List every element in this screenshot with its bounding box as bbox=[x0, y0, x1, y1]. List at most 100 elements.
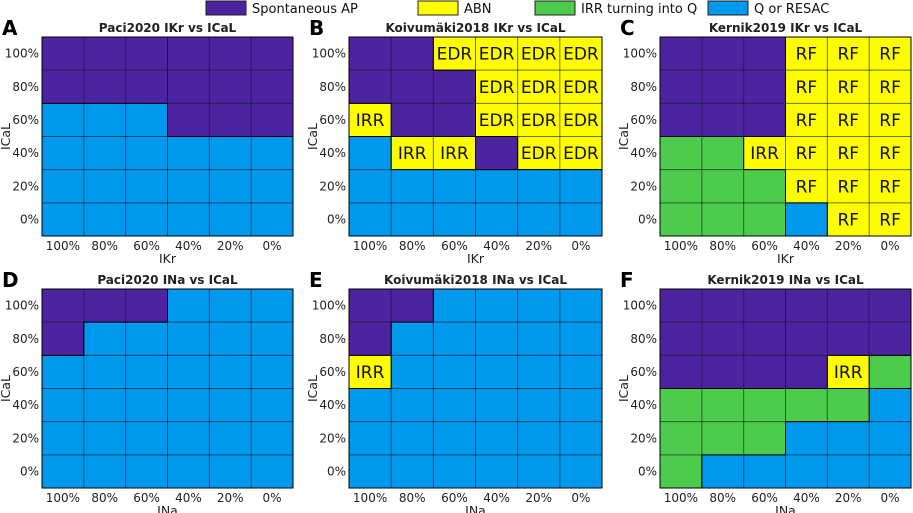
cell-r2-c3 bbox=[475, 355, 518, 389]
y-axis-label: ICaL bbox=[305, 375, 320, 402]
y-tick-label: 100% bbox=[623, 47, 657, 61]
y-tick-label: 60% bbox=[319, 113, 346, 127]
x-axis-label: INa bbox=[775, 503, 796, 513]
x-tick-label: 20% bbox=[525, 491, 552, 505]
cell-r4-c4 bbox=[517, 169, 560, 203]
x-tick-label: 0% bbox=[263, 239, 282, 253]
plot-frame bbox=[659, 36, 912, 237]
x-tick-label: 100% bbox=[664, 491, 698, 505]
cell-r1-c2 bbox=[433, 322, 476, 356]
cell-label: EDR bbox=[563, 45, 599, 65]
panel-letter: A bbox=[2, 16, 18, 40]
panel-letter: B bbox=[309, 16, 324, 40]
cell-r2-c1 bbox=[391, 103, 434, 137]
cell-r5-c5 bbox=[869, 454, 911, 488]
cell-r4-c0 bbox=[42, 169, 84, 203]
panel-letter: D bbox=[2, 268, 19, 292]
cell-r2-c5 bbox=[869, 355, 911, 389]
cell-r4-c5 bbox=[869, 421, 911, 455]
cell-r3-c2 bbox=[433, 388, 476, 422]
cell-r0-c5 bbox=[869, 289, 911, 323]
y-tick-label: 20% bbox=[319, 179, 346, 193]
cell-r5-c0 bbox=[349, 202, 392, 236]
panel-F: F Kernik2019 INa vs ICaL IRR 100% 80% 60% 40% 2… bbox=[616, 268, 912, 513]
x-tick-label: 80% bbox=[91, 239, 118, 253]
cell-r3-c4 bbox=[827, 136, 870, 170]
legend-label-I: IRR turning into Q bbox=[581, 2, 697, 17]
cell-r4-c3 bbox=[785, 169, 828, 203]
x-tick-label: 60% bbox=[441, 239, 468, 253]
plot-frame bbox=[348, 288, 603, 489]
cell-r3-c2 bbox=[743, 388, 786, 422]
panel-title: Paci2020 IKr vs ICaL bbox=[99, 21, 237, 35]
cell-label: RF bbox=[837, 45, 859, 65]
x-tick-label: 80% bbox=[91, 491, 118, 505]
cell-label: EDR bbox=[563, 111, 599, 131]
legend-swatch-A bbox=[417, 0, 459, 16]
x-tick-label: 80% bbox=[709, 491, 736, 505]
y-axis-label: ICaL bbox=[0, 375, 13, 402]
cell-label: RF bbox=[837, 111, 859, 131]
x-tick-label: 20% bbox=[525, 239, 552, 253]
cell-r5-c3 bbox=[785, 454, 828, 488]
cell-r1-c2 bbox=[125, 322, 168, 356]
cell-label: RF bbox=[796, 78, 818, 98]
y-axis-label: ICaL bbox=[305, 123, 320, 150]
x-tick-label: 40% bbox=[793, 239, 820, 253]
cell-label: EDR bbox=[521, 45, 557, 65]
cell-r3-c1 bbox=[83, 388, 126, 422]
cell-r2-c0 bbox=[42, 103, 84, 137]
plot-frame bbox=[41, 288, 294, 489]
y-tick-label: 20% bbox=[319, 431, 346, 445]
cell-r2-c2 bbox=[125, 355, 168, 389]
cell-label: RF bbox=[837, 144, 859, 164]
y-tick-label: 100% bbox=[623, 299, 657, 313]
plot-frame bbox=[659, 288, 912, 489]
cell-label: IRR bbox=[356, 111, 385, 131]
cell-r0-c3 bbox=[167, 37, 210, 71]
cell-r3-c0 bbox=[660, 136, 702, 170]
cell-r5-c5 bbox=[251, 202, 293, 236]
cell-r1-c1 bbox=[83, 70, 126, 104]
legend-swatch-Q bbox=[707, 0, 749, 16]
cell-r0-c3 bbox=[475, 289, 518, 323]
cell-label: IRR bbox=[834, 363, 863, 383]
y-tick-label: 40% bbox=[630, 146, 657, 160]
cell-r3-c3 bbox=[475, 136, 518, 170]
cell-label: RF bbox=[837, 78, 859, 98]
y-tick-label: 0% bbox=[20, 464, 39, 478]
cell-r5-c0 bbox=[349, 454, 392, 488]
panel-letter: F bbox=[620, 268, 634, 292]
cell-label: EDR bbox=[563, 144, 599, 164]
cell-r1-c0 bbox=[660, 70, 702, 104]
cell-r5-c1 bbox=[83, 202, 126, 236]
cell-r0-c0 bbox=[660, 289, 702, 323]
cell-r0-c3 bbox=[785, 289, 828, 323]
cell-r4-c4 bbox=[209, 421, 252, 455]
cell-r0-c3 bbox=[785, 37, 828, 71]
cell-r3-c1 bbox=[83, 136, 126, 170]
y-tick-label: 40% bbox=[319, 146, 346, 160]
legend-label-Q: Q or RESAC bbox=[754, 2, 829, 17]
cell-r3-c4 bbox=[209, 136, 252, 170]
cell-label: RF bbox=[879, 177, 901, 197]
cell-r0-c5 bbox=[869, 37, 911, 71]
cell-r3-c0 bbox=[42, 388, 84, 422]
cell-r1-c1 bbox=[701, 70, 744, 104]
cell-r0-c5 bbox=[559, 289, 602, 323]
cell-r4-c5 bbox=[251, 169, 293, 203]
panel-title: Koivumäki2018 INa vs ICaL bbox=[384, 273, 567, 287]
y-tick-label: 0% bbox=[327, 464, 346, 478]
cell-r2-c5 bbox=[251, 355, 293, 389]
cell-r1-c0 bbox=[42, 70, 84, 104]
cell-r5-c4 bbox=[517, 202, 560, 236]
cell-r5-c4 bbox=[517, 454, 560, 488]
cell-label: RF bbox=[837, 177, 859, 197]
y-tick-label: 20% bbox=[12, 179, 39, 193]
y-tick-label: 100% bbox=[312, 47, 346, 61]
cell-r5-c4 bbox=[827, 454, 870, 488]
cell-r3-c3 bbox=[785, 388, 828, 422]
cell-r2-c0 bbox=[42, 355, 84, 389]
x-tick-label: 60% bbox=[751, 239, 778, 253]
cell-r3-c5 bbox=[559, 136, 602, 170]
